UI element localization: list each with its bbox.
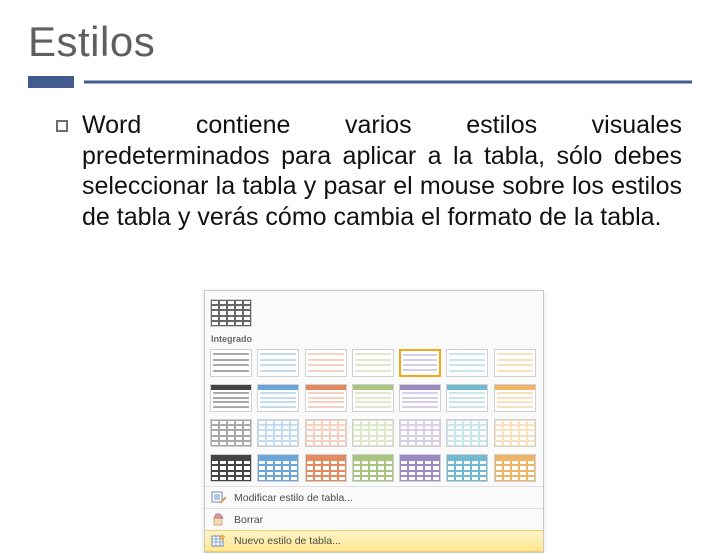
table-style-thumb[interactable] xyxy=(494,384,536,412)
menu-modify-style[interactable]: Modificar estilo de tabla... xyxy=(205,486,543,508)
table-style-thumb[interactable] xyxy=(352,454,394,482)
table-style-thumb[interactable] xyxy=(210,299,252,327)
table-style-thumb[interactable] xyxy=(305,384,347,412)
menu-clear-label: Borrar xyxy=(234,514,263,526)
clear-style-icon xyxy=(211,512,227,528)
table-style-thumb[interactable] xyxy=(446,384,488,412)
table-style-thumb[interactable] xyxy=(399,454,441,482)
table-style-thumb[interactable] xyxy=(494,349,536,377)
table-style-thumb[interactable] xyxy=(257,384,299,412)
rule-line xyxy=(84,76,692,88)
table-style-thumb[interactable] xyxy=(399,349,441,377)
slide: Estilos Word contiene varios estilos vis… xyxy=(0,0,720,540)
style-grid-row-light xyxy=(205,346,543,381)
menu-clear-style[interactable]: Borrar xyxy=(205,508,543,530)
table-style-thumb[interactable] xyxy=(305,454,347,482)
table-style-thumb[interactable] xyxy=(494,419,536,447)
table-style-thumb[interactable] xyxy=(210,349,252,377)
table-style-thumb[interactable] xyxy=(399,419,441,447)
style-grid-row-header xyxy=(205,381,543,416)
table-style-thumb[interactable] xyxy=(257,349,299,377)
style-grid-plain xyxy=(205,296,543,331)
table-style-thumb[interactable] xyxy=(399,384,441,412)
page-title: Estilos xyxy=(28,18,692,66)
section-label-integrado: Integrado xyxy=(205,331,543,346)
table-style-thumb[interactable] xyxy=(257,419,299,447)
rule-accent-block xyxy=(28,76,74,88)
new-style-icon xyxy=(211,533,227,549)
table-style-thumb[interactable] xyxy=(352,349,394,377)
table-style-thumb[interactable] xyxy=(352,384,394,412)
table-style-thumb[interactable] xyxy=(210,454,252,482)
table-style-thumb[interactable] xyxy=(446,454,488,482)
title-rule xyxy=(28,76,692,88)
style-grid-row-griddark xyxy=(205,451,543,486)
style-grid-row-gridlight xyxy=(205,416,543,451)
table-style-thumb[interactable] xyxy=(446,419,488,447)
table-style-thumb[interactable] xyxy=(352,419,394,447)
modify-style-icon xyxy=(211,490,227,506)
menu-new-style[interactable]: Nuevo estilo de tabla... xyxy=(205,530,543,552)
table-style-thumb[interactable] xyxy=(446,349,488,377)
table-style-thumb[interactable] xyxy=(210,384,252,412)
body: Word contiene varios estilos visuales pr… xyxy=(28,110,692,232)
table-style-thumb[interactable] xyxy=(494,454,536,482)
table-style-thumb[interactable] xyxy=(210,419,252,447)
menu-modify-label: Modificar estilo de tabla... xyxy=(234,492,353,504)
table-style-thumb[interactable] xyxy=(257,454,299,482)
table-styles-gallery: Integrado Modificar estilo de tabla... B… xyxy=(204,290,544,553)
menu-new-label: Nuevo estilo de tabla... xyxy=(234,535,341,547)
table-style-thumb[interactable] xyxy=(305,419,347,447)
bullet-marker xyxy=(56,120,68,132)
body-text: Word contiene varios estilos visuales pr… xyxy=(82,110,682,232)
table-style-thumb[interactable] xyxy=(305,349,347,377)
